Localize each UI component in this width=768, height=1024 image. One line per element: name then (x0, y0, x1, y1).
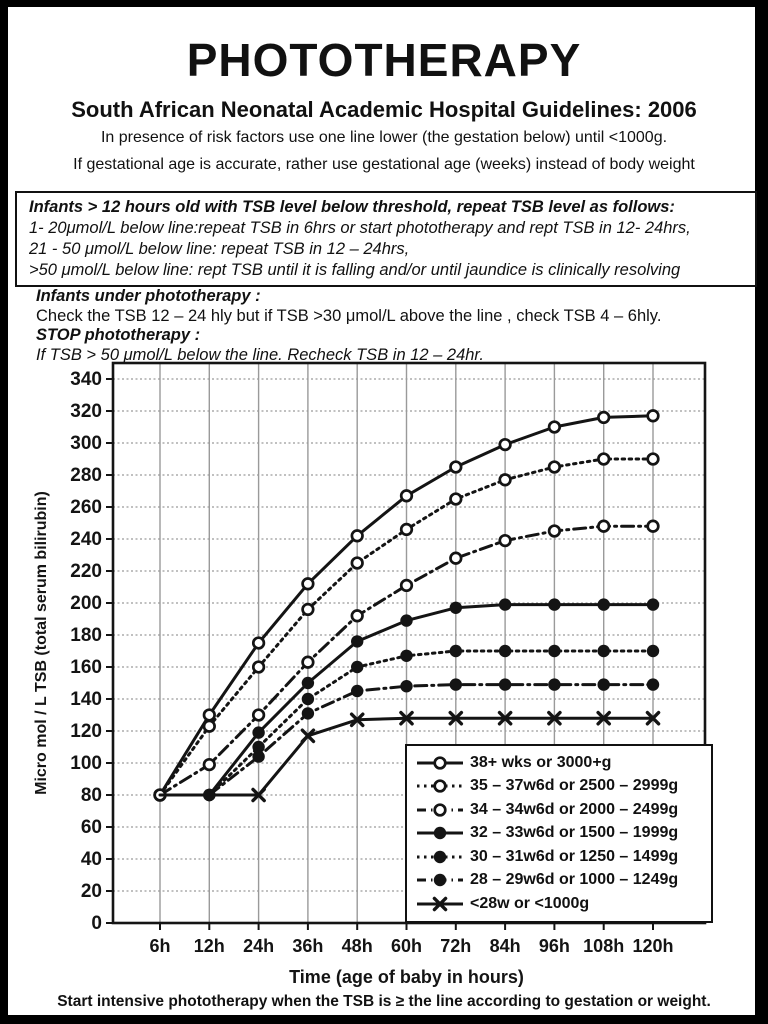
legend-line-sample (417, 779, 463, 793)
legend-label: 38+ wks or 3000+g (470, 753, 612, 771)
repeat-protocol-line-2: 21 - 50 μmol/L below line: repeat TSB in… (29, 240, 410, 258)
legend-label: <28w or <1000g (470, 894, 590, 912)
repeat-protocol-heading: Infants > 12 hours old with TSB level be… (29, 198, 675, 216)
legend-label: 28 – 29w6d or 1000 – 1249g (470, 871, 679, 889)
repeat-tsb-protocol-box: Infants > 12 hours old with TSB level be… (15, 191, 757, 287)
legend-row-5: 30 – 31w6d or 1250 – 1499g (415, 845, 711, 869)
legend-line-sample (417, 874, 463, 887)
legend-row-7: <28w or <1000g (415, 892, 711, 916)
legend-label: 35 – 37w6d or 2500 – 2999g (470, 777, 679, 795)
legend-label: 34 – 34w6d or 2000 – 2499g (470, 800, 679, 818)
legend-line-sample (417, 827, 463, 840)
open-circle-marker (433, 756, 447, 770)
legend-line-sample (417, 850, 463, 863)
chart-legend: 38+ wks or 3000+g 35 – 37w6d or 2500 – 29… (405, 744, 713, 923)
repeat-protocol-line-3: >50 μmol/L below line: rept TSB until it… (29, 261, 681, 279)
risk-factor-note: In presence of risk factors use one line… (100, 129, 668, 146)
open-circle-marker (433, 803, 447, 817)
open-circle-marker (433, 779, 447, 793)
filled-circle-marker (433, 874, 447, 887)
filled-circle-marker (433, 827, 447, 840)
under-phototherapy-heading: Infants under phototherapy : (36, 287, 261, 305)
repeat-protocol-line-1: 1- 20μmol/L below line:repeat TSB in 6hr… (29, 219, 691, 237)
legend-row-4: 32 – 33w6d or 1500 – 1999g (415, 822, 711, 846)
legend-line-sample (417, 896, 463, 912)
stop-phototherapy-heading: STOP phototherapy : (36, 326, 201, 344)
legend-row-3: 34 – 34w6d or 2000 – 2499g (415, 798, 711, 822)
legend-row-2: 35 – 37w6d or 2500 – 2999g (415, 775, 711, 799)
gestational-age-note: If gestational age is accurate, rather u… (73, 156, 695, 173)
legend-line-sample (417, 756, 463, 770)
filled-circle-marker (433, 850, 447, 863)
footer-instruction: Start intensive phototherapy when the TS… (57, 993, 711, 1010)
under-phototherapy-block: Infants under phototherapy : Check the T… (36, 287, 736, 365)
legend-row-1: 38+ wks or 3000+g (415, 751, 711, 775)
check-tsb-line: Check the TSB 12 – 24 hly but if TSB >30… (36, 306, 662, 325)
legend-line-sample (417, 803, 463, 817)
legend-row-6: 28 – 29w6d or 1000 – 1249g (415, 869, 711, 893)
x-marker (432, 896, 448, 912)
page-subtitle: South African Neonatal Academic Hospital… (71, 97, 697, 122)
legend-label: 30 – 31w6d or 1250 – 1499g (470, 847, 679, 865)
legend-label: 32 – 33w6d or 1500 – 1999g (470, 824, 679, 842)
stop-phototherapy-line: If TSB > 50 μmol/L below the line. Reche… (36, 345, 484, 364)
page-title: PHOTOTHERAPY (186, 34, 582, 86)
